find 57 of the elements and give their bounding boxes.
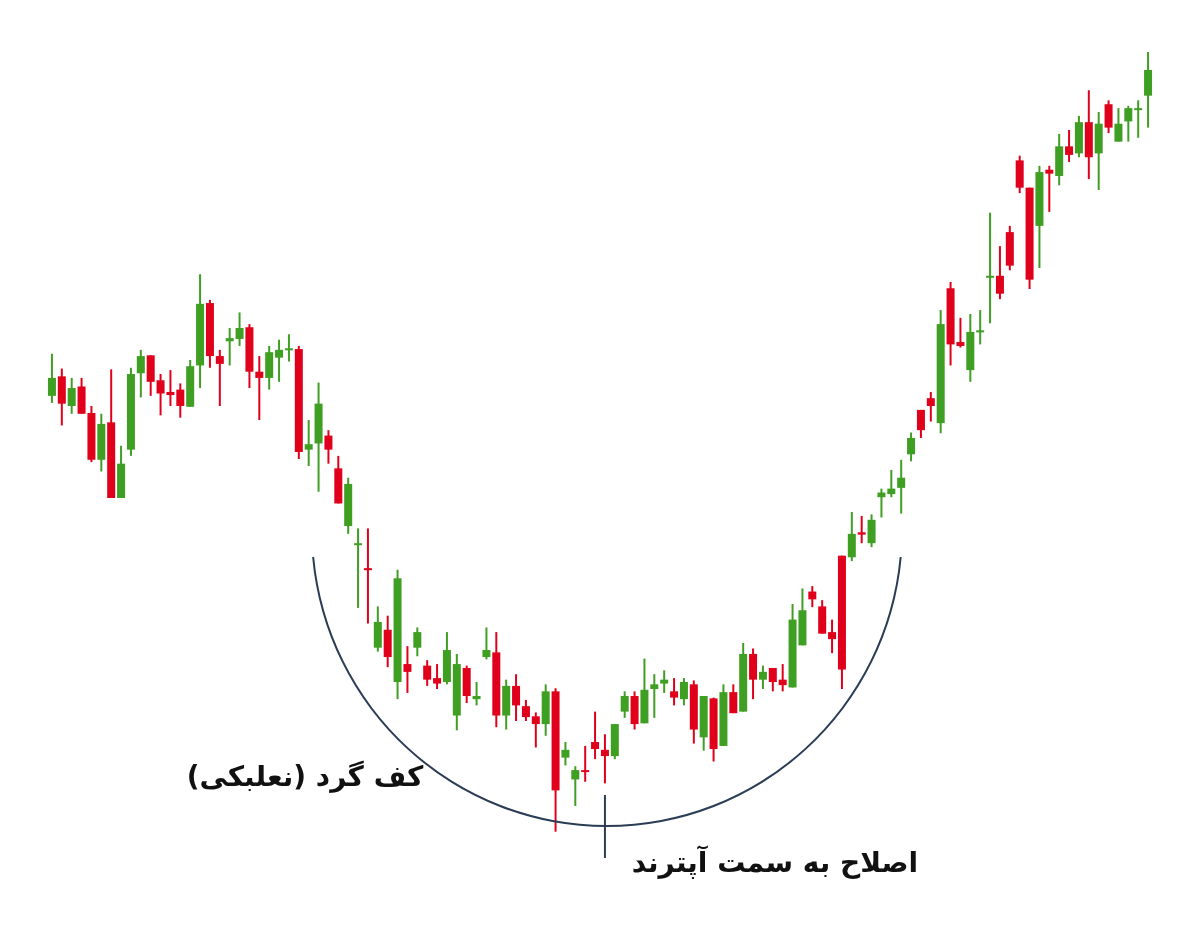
candlestick	[423, 659, 432, 687]
candlestick	[828, 618, 837, 655]
candlestick	[235, 311, 244, 347]
candlestick	[976, 309, 985, 346]
candlestick	[1045, 164, 1054, 213]
candlestick	[591, 710, 600, 761]
candlestick	[413, 626, 422, 658]
candlestick	[531, 711, 540, 749]
candlestick	[521, 698, 530, 722]
candlestick	[363, 527, 372, 625]
candlestick	[986, 211, 995, 325]
candlestick	[581, 744, 590, 783]
candlestick	[1065, 128, 1074, 163]
candlestick	[571, 765, 580, 807]
candlestick	[995, 245, 1004, 301]
candlestick	[907, 431, 916, 463]
candlestick	[472, 681, 481, 707]
candlestick	[433, 663, 442, 691]
candlestick	[729, 683, 738, 715]
candlestick	[136, 348, 145, 399]
candlestick	[67, 376, 76, 415]
candlestick	[600, 733, 609, 785]
candlestick	[176, 382, 185, 419]
candlestick	[1104, 99, 1113, 135]
candlestick	[897, 458, 906, 515]
candlestick	[47, 352, 56, 404]
candlestick	[275, 338, 284, 383]
text: اصلاح به سمت آپترند	[631, 845, 919, 879]
candlestick	[403, 645, 412, 694]
candlestick	[1134, 99, 1143, 139]
candlestick	[561, 741, 570, 767]
candlestick	[916, 408, 925, 439]
candlestick	[1124, 104, 1133, 143]
candlestick	[808, 585, 817, 609]
candlestick	[778, 663, 787, 693]
candlestick	[887, 468, 896, 499]
candlestick	[758, 664, 767, 691]
candlestick	[354, 527, 363, 609]
candlestick	[660, 669, 669, 694]
candlestick	[620, 690, 629, 719]
candlestick	[215, 348, 224, 407]
candlestick	[670, 677, 679, 707]
candlestick	[650, 673, 659, 719]
candlestick	[225, 327, 234, 367]
candlestick	[482, 626, 491, 661]
candlestick	[512, 673, 521, 722]
candlestick	[324, 429, 333, 465]
candlestick	[857, 514, 866, 545]
candlestick	[679, 677, 688, 707]
candlestick	[867, 513, 876, 549]
candlestick	[847, 511, 856, 563]
candlestick	[926, 390, 935, 423]
candlestick	[1114, 107, 1123, 143]
candlestick	[255, 355, 264, 422]
annotation: کف گرد (نعلبکی)	[186, 760, 425, 793]
candlestick	[304, 419, 313, 468]
candlestick	[284, 333, 293, 363]
